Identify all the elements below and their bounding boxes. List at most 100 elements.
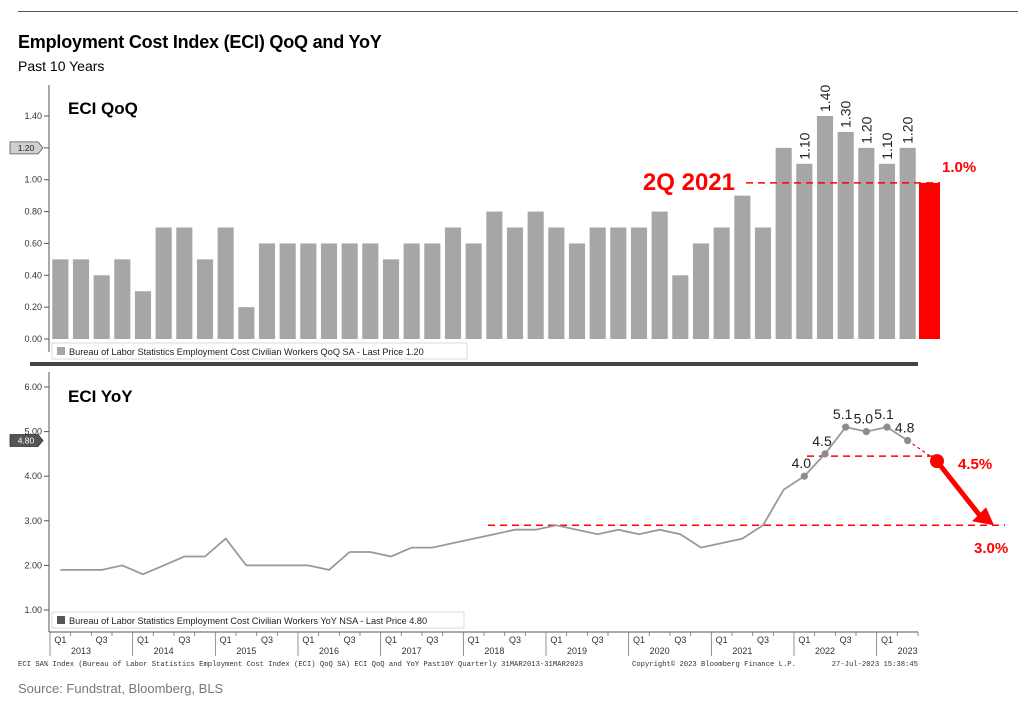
qoq-bar	[444, 227, 462, 339]
qoq-bar	[403, 243, 420, 339]
yoy-point	[862, 428, 870, 436]
qoq-legend-swatch	[57, 347, 65, 355]
qoq-data-label: 1.20	[900, 116, 916, 143]
qoq-bar	[589, 227, 606, 339]
yoy-point-label: 5.1	[874, 406, 894, 422]
annotation-2q2021: 2Q 2021	[643, 169, 735, 196]
chart-title: Employment Cost Index (ECI) QoQ and YoY	[18, 32, 382, 52]
yoy-projection-arrow	[938, 463, 984, 520]
yoy-projection-dot	[930, 454, 944, 469]
qoq-bar	[713, 227, 730, 339]
yoy-legend-swatch	[57, 616, 65, 624]
x-quarter-label: Q3	[426, 635, 438, 645]
qoq-highlight-bar	[919, 182, 940, 339]
copyright-note: Copyright© 2023 Bloomberg Finance L.P.	[632, 660, 796, 669]
qoq-bar	[465, 243, 482, 339]
qoq-panel-title: ECI QoQ	[68, 99, 138, 118]
x-quarter-label: Q3	[96, 635, 108, 645]
x-quarter-label: Q3	[592, 635, 604, 645]
qoq-legend-text: Bureau of Labor Statistics Employment Co…	[69, 347, 424, 357]
yoy-point	[800, 472, 808, 480]
qoq-bar	[630, 227, 648, 339]
x-year-label: 2013	[71, 646, 91, 656]
x-quarter-label: Q3	[757, 635, 769, 645]
qoq-bar	[341, 243, 358, 339]
x-quarter-label: Q1	[716, 635, 728, 645]
yoy-y-tick-label: 3.00	[24, 516, 42, 526]
x-quarter-label: Q1	[798, 635, 810, 645]
x-quarter-label: Q3	[674, 635, 686, 645]
qoq-y-tick-label: 0.60	[24, 238, 42, 248]
x-year-label: 2022	[815, 646, 835, 656]
x-quarter-label: Q3	[261, 635, 273, 645]
yoy-point-label: 5.1	[833, 406, 853, 422]
qoq-bar	[734, 195, 751, 339]
x-year-label: 2014	[154, 646, 174, 656]
qoq-bar	[899, 147, 916, 339]
qoq-bar	[548, 227, 565, 339]
qoq-bar	[72, 259, 90, 339]
yoy-point-label: 4.8	[895, 420, 915, 436]
qoq-bar	[672, 275, 689, 339]
yoy-y-tick-label: 2.00	[24, 560, 42, 570]
yoy-point	[904, 436, 912, 445]
source-note: Source: Fundstrat, Bloomberg, BLS	[18, 681, 224, 696]
yoy-projection-arrowhead	[972, 507, 994, 526]
x-year-label: 2020	[650, 646, 670, 656]
x-quarter-label: Q1	[385, 635, 397, 645]
qoq-last-price-tag	[9, 141, 44, 155]
qoq-y-tick-label: 1.00	[24, 175, 42, 185]
yoy-point	[821, 450, 829, 458]
qoq-bar	[279, 243, 296, 339]
qoq-bar	[796, 163, 813, 339]
qoq-bar	[176, 227, 193, 339]
qoq-bar	[506, 227, 524, 339]
qoq-data-label: 1.10	[796, 132, 812, 159]
qoq-y-tick-label: 0.20	[24, 302, 42, 312]
qoq-bar	[114, 259, 131, 339]
qoq-bar	[775, 147, 792, 339]
x-year-label: 2015	[236, 646, 256, 656]
x-quarter-label: Q1	[881, 635, 893, 645]
qoq-legend-box	[51, 342, 468, 360]
qoq-y-tick-label: 0.40	[24, 270, 42, 280]
yoy-last-price-tag	[9, 434, 44, 447]
qoq-data-label: 1.30	[838, 100, 854, 127]
yoy-y-tick-label: 5.00	[24, 427, 42, 437]
qoq-bar	[155, 227, 172, 339]
qoq-bar	[527, 211, 544, 339]
qoq-bar	[568, 243, 586, 339]
annotation-qoq-pct: 1.0%	[942, 159, 976, 176]
x-year-label: 2021	[732, 646, 752, 656]
x-quarter-label: Q1	[302, 635, 314, 645]
qoq-bar	[238, 307, 255, 339]
x-quarter-label: Q3	[178, 635, 190, 645]
x-quarter-label: Q1	[633, 635, 645, 645]
qoq-bar	[651, 211, 668, 339]
qoq-bar	[196, 259, 214, 339]
yoy-series-line	[60, 426, 909, 576]
yoy-point	[883, 423, 891, 431]
x-year-label: 2019	[567, 646, 587, 656]
yoy-point-label: 4.5	[812, 433, 832, 449]
annotation-yoy-high: 4.5%	[958, 456, 992, 473]
yoy-legend-box	[51, 611, 465, 629]
qoq-bar	[816, 116, 834, 339]
qoq-bar	[52, 259, 69, 339]
qoq-bar	[858, 147, 875, 339]
x-quarter-label: Q3	[840, 635, 852, 645]
x-quarter-label: Q1	[137, 635, 149, 645]
yoy-y-tick-label: 4.00	[24, 471, 42, 481]
top-rule	[18, 11, 1018, 12]
qoq-bar	[424, 243, 441, 339]
qoq-bar	[610, 227, 627, 339]
yoy-point-label: 5.0	[854, 411, 874, 427]
qoq-bar	[258, 243, 276, 339]
chart-subtitle: Past 10 Years	[18, 58, 105, 74]
yoy-panel-title: ECI YoY	[68, 387, 133, 406]
panel-divider	[30, 362, 918, 366]
yoy-point-label: 4.0	[792, 455, 812, 471]
yoy-point	[842, 423, 850, 431]
x-year-label: 2023	[898, 646, 918, 656]
x-year-label: 2017	[402, 646, 422, 656]
